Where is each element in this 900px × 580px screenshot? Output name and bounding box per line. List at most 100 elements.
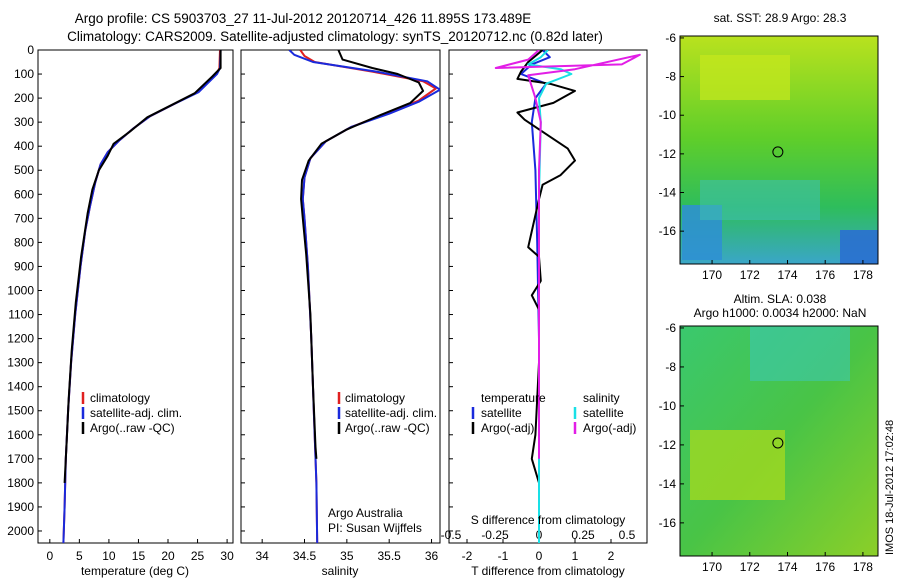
sst-map-warm-patch: [700, 55, 790, 100]
depth-tick-label: 1200: [7, 332, 34, 346]
legend-label-argo: Argo(..raw -QC): [90, 421, 175, 435]
legend-label-climatology: climatology: [345, 391, 405, 405]
difference-lines: [494, 50, 641, 543]
x-tick-label: 30: [220, 549, 234, 563]
legend-header-temperature: temperature: [481, 391, 546, 405]
s-tick-label: 0.5: [619, 528, 636, 542]
depth-tick-label: 1400: [7, 380, 34, 394]
sla-map-cyan-patch: [750, 326, 850, 381]
salinity-panel: 34 34.5 35 35.5 36 salinity climatology sate…: [240, 49, 441, 578]
map-x-tick-label: 170: [702, 560, 722, 574]
salinity-annotation-line1: Argo Australia: [328, 506, 403, 520]
map-y-tick-label: -12: [659, 147, 677, 161]
x-tick-label: 36: [425, 549, 439, 563]
depth-tick-label: 1600: [7, 428, 34, 442]
depth-tick-label: 800: [14, 235, 34, 249]
temperature-lines: [62, 50, 222, 543]
figure-title-line2: Climatology: CARS2009. Satellite-adjuste…: [67, 29, 603, 44]
sla-map-y-ticks: -6 -8 -10 -12 -14 -16: [659, 321, 684, 530]
depth-tick-label: 900: [14, 259, 34, 273]
difference-s-ticks: -0.5 -0.25 0 0.25 0.5: [441, 528, 636, 542]
temperature-depth-ticks: 0 100 200 300 400 500 600 700 800 900 1000 1100 1200…: [7, 43, 42, 538]
series-line-argo-raw-qc-: [300, 50, 425, 459]
series-line-satellite-adj-clim-: [288, 50, 440, 543]
x-tick-label: 34: [255, 549, 269, 563]
map-y-tick-label: -14: [659, 477, 677, 491]
map-y-tick-label: -8: [665, 70, 676, 84]
map-x-tick-label: 178: [853, 268, 873, 282]
legend-label-satellite: satellite-adj. clim.: [345, 406, 437, 420]
salinity-depth-ticks: [241, 49, 245, 532]
depth-tick-label: 200: [14, 91, 34, 105]
x-tick-label: 2: [608, 549, 615, 563]
x-tick-label: 20: [161, 549, 175, 563]
x-tick-label: 0: [536, 549, 543, 563]
legend-label-satellite: satellite-adj. clim.: [90, 406, 182, 420]
salinity-x-ticks: 34 34.5 35 35.5 36: [255, 539, 439, 563]
difference-panel: -2 -1 0 1 2 -0.5 -0.25 0 0.25 0.5 T difference f…: [441, 49, 648, 578]
series-line-temperature-argo-adj-: [516, 50, 576, 484]
temperature-panel: 0100200300400500600700800900100011001200…: [7, 43, 234, 578]
depth-tick-label: 400: [14, 139, 34, 153]
figure-title-line1: Argo profile: CS 5903703_27 11-Jul-2012 …: [75, 11, 532, 26]
series-line-satellite-adj-clim-: [62, 50, 222, 543]
series-line-argo-raw-qc-: [63, 50, 222, 483]
salinity-axes-frame: [240, 49, 441, 544]
map-y-tick-label: -10: [659, 399, 677, 413]
x-tick-label: 35.5: [378, 549, 402, 563]
difference-depth-ticks: [449, 49, 453, 532]
sla-map-argo-marker: [772, 437, 784, 449]
depth-tick-label: 1900: [7, 500, 34, 514]
s-tick-label: -0.5: [441, 528, 462, 542]
map-y-tick-label: -14: [659, 186, 677, 200]
s-tick-label: -0.25: [481, 528, 509, 542]
depth-tick-label: 500: [14, 163, 34, 177]
legend-label-t-argo: Argo(-adj): [481, 421, 534, 435]
map-x-tick-label: 178: [853, 560, 873, 574]
x-tick-label: 35: [340, 549, 354, 563]
sst-map-panel: sat. SST: 28.9 Argo: 28.3 170 172 174 176 17…: [659, 11, 879, 282]
map-y-tick-label: -6: [665, 31, 676, 45]
sla-map-yellow-patch: [690, 430, 785, 500]
depth-tick-label: 700: [14, 211, 34, 225]
sst-map-y-ticks: -6 -8 -10 -12 -14 -16: [659, 31, 684, 238]
legend-label-argo: Argo(..raw -QC): [345, 421, 430, 435]
sla-map-x-ticks: 170 172 174 176 178: [702, 552, 873, 574]
difference-legend: temperature salinity satellite Argo(-adj…: [471, 391, 636, 435]
map-x-tick-label: 172: [740, 268, 760, 282]
legend-label-s-satellite: satellite: [583, 406, 624, 420]
sla-map-panel: Altim. SLA: 0.038 Argo h1000: 0.0034 h20…: [659, 292, 879, 574]
sla-map-title: Altim. SLA: 0.038: [734, 292, 827, 306]
temperature-xlabel: temperature (deg C): [81, 564, 189, 578]
legend-label-t-satellite: satellite: [481, 406, 522, 420]
map-y-tick-label: -8: [665, 360, 676, 374]
x-tick-label: -2: [462, 549, 473, 563]
depth-tick-label: 1000: [7, 283, 34, 297]
series-line-climatology: [62, 50, 221, 543]
s-tick-label: 0.25: [571, 528, 595, 542]
salinity-xlabel: salinity: [322, 564, 359, 578]
sla-map-frame: [679, 325, 879, 557]
x-tick-label: 0: [46, 549, 53, 563]
x-tick-label: 15: [132, 549, 146, 563]
legend-header-salinity: salinity: [583, 391, 620, 405]
depth-tick-label: 0: [27, 43, 34, 57]
depth-tick-label: 1100: [8, 308, 34, 322]
x-tick-label: 1: [572, 549, 579, 563]
legend-label-s-argo: Argo(-adj): [583, 421, 636, 435]
sst-map-cool-patch-2: [840, 230, 878, 264]
difference-xlabel-top: S difference from climatology: [471, 513, 626, 527]
series-line-climatology: [299, 50, 437, 543]
salinity-legend: climatology satellite-adj. clim. Argo(..…: [337, 391, 437, 435]
map-y-tick-label: -16: [659, 516, 677, 530]
map-x-tick-label: 176: [815, 560, 835, 574]
sst-map-argo-marker: [772, 146, 784, 158]
x-tick-label: 10: [102, 549, 116, 563]
map-y-tick-label: -12: [659, 438, 677, 452]
depth-tick-label: 1700: [7, 452, 34, 466]
legend-label-climatology: climatology: [90, 391, 150, 405]
map-y-tick-label: -10: [659, 108, 677, 122]
depth-tick-label: 300: [14, 115, 34, 129]
temperature-legend: climatology satellite-adj. clim. Argo(..…: [81, 391, 182, 435]
sst-map-cyan-patch: [700, 180, 820, 220]
